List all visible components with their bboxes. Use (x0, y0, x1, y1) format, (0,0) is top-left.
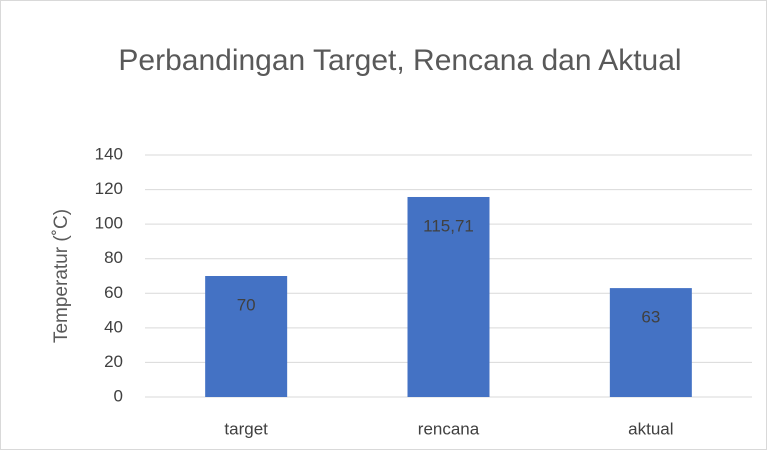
x-tick-label: aktual (628, 419, 673, 438)
bar (609, 288, 692, 397)
x-tick-label: target (224, 419, 268, 438)
y-axis-label: Temperatur (˚C) (51, 209, 72, 343)
x-tick-label: rencana (418, 419, 480, 438)
data-label: 63 (641, 308, 660, 327)
y-tick-label: 120 (95, 179, 123, 198)
y-tick-label: 140 (95, 144, 123, 163)
data-label: 115,71 (423, 216, 474, 235)
bar (205, 276, 288, 397)
y-tick-label: 60 (104, 283, 123, 302)
data-label: 70 (237, 295, 256, 314)
y-tick-label: 20 (104, 352, 123, 371)
y-tick-label: 40 (104, 317, 123, 336)
bar (407, 196, 490, 397)
y-tick-label: 100 (95, 214, 123, 233)
y-tick-label: 80 (104, 248, 123, 267)
chart-title: Perbandingan Target, Rencana dan Aktual (118, 44, 682, 77)
y-tick-label: 0 (114, 386, 123, 405)
